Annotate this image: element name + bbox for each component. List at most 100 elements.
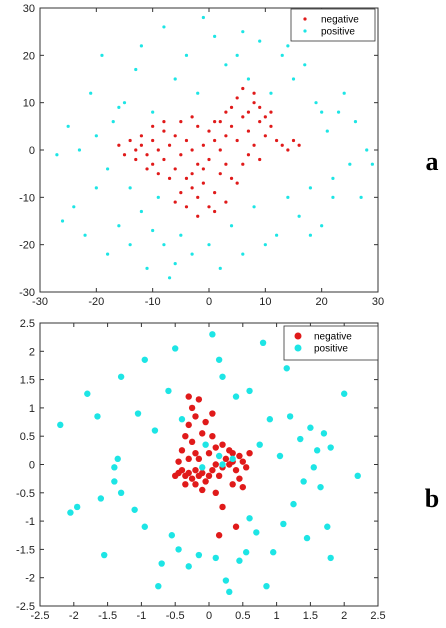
data-point-positive	[94, 134, 98, 138]
data-point-negative	[134, 157, 138, 162]
data-point-negative	[156, 148, 160, 152]
data-point-negative	[263, 115, 267, 119]
data-point-positive	[117, 489, 125, 496]
panel-label: a	[426, 147, 439, 176]
data-point-positive	[151, 427, 159, 434]
data-point-positive	[184, 53, 189, 57]
data-point-positive	[320, 110, 324, 114]
data-point-positive	[286, 413, 294, 420]
x-tick-label: 10	[259, 296, 271, 308]
data-point-positive	[158, 560, 165, 567]
data-point-positive	[226, 588, 233, 596]
data-point-negative	[222, 455, 230, 463]
data-point-positive	[83, 233, 87, 237]
y-tick-label: 1.5	[20, 375, 35, 387]
data-point-positive	[341, 390, 348, 397]
data-point-negative	[195, 396, 203, 403]
data-point-negative	[190, 148, 194, 152]
data-point-negative	[179, 153, 183, 157]
data-point-positive	[348, 162, 352, 166]
data-point-negative	[246, 449, 253, 457]
data-point-positive	[283, 365, 290, 372]
data-point-positive	[201, 15, 205, 20]
data-point-positive	[317, 483, 324, 491]
data-point-negative	[201, 181, 205, 185]
data-point-positive	[325, 129, 329, 133]
data-point-negative	[236, 475, 243, 482]
data-point-negative	[185, 421, 192, 429]
data-point-positive	[258, 39, 262, 43]
data-point-negative	[239, 458, 246, 465]
data-point-positive	[313, 447, 321, 454]
data-point-positive	[156, 195, 160, 199]
data-point-negative	[224, 162, 228, 166]
panel-label: b	[425, 484, 439, 513]
x-tick-label: 2.5	[370, 610, 385, 622]
data-point-positive	[94, 413, 101, 420]
data-point-positive	[246, 515, 253, 522]
x-tick-label: -20	[88, 296, 104, 308]
x-tick-label: -10	[145, 296, 161, 308]
data-point-positive	[290, 500, 297, 508]
data-point-positive	[106, 167, 110, 171]
data-point-positive	[101, 551, 108, 559]
data-point-positive	[365, 148, 369, 152]
data-point-positive	[310, 464, 317, 471]
data-point-positive	[111, 478, 118, 485]
x-tick-label: 0	[206, 610, 212, 622]
data-point-positive	[291, 77, 296, 81]
data-point-negative	[229, 124, 234, 128]
data-point-positive	[145, 266, 149, 270]
data-point-negative	[246, 129, 251, 133]
data-point-negative	[192, 413, 199, 420]
data-point-positive	[303, 63, 307, 67]
legend-marker-positive	[294, 344, 302, 352]
y-tick-label: 0	[29, 460, 35, 472]
data-point-positive	[162, 243, 166, 247]
data-point-positive	[178, 416, 186, 423]
data-point-positive	[196, 91, 200, 95]
data-point-positive	[131, 506, 138, 513]
data-point-positive	[173, 77, 177, 81]
data-point-positive	[117, 105, 121, 109]
legend-label-positive: positive	[321, 27, 355, 38]
data-point-negative	[199, 486, 206, 494]
data-point-positive	[229, 224, 234, 228]
legend-marker-positive	[303, 29, 307, 33]
data-point-positive	[55, 153, 59, 157]
y-tick-label: -20	[19, 240, 35, 252]
data-point-positive	[297, 435, 304, 443]
data-point-negative	[235, 138, 239, 143]
x-tick-label: -30	[32, 296, 48, 308]
data-point-negative	[139, 143, 143, 147]
data-point-positive	[168, 532, 176, 539]
data-point-positive	[94, 186, 98, 190]
data-point-negative	[173, 200, 177, 204]
y-tick-label: 1	[29, 403, 35, 415]
x-tick-label: 30	[372, 296, 384, 308]
data-point-negative	[215, 532, 223, 539]
y-tick-label: -1.5	[16, 544, 35, 556]
data-point-positive	[297, 214, 301, 218]
data-point-negative	[224, 110, 228, 114]
data-point-negative	[252, 91, 256, 95]
data-point-positive	[89, 91, 93, 95]
data-point-negative	[199, 469, 206, 477]
x-tick-label: 1	[274, 610, 280, 622]
data-point-positive	[72, 205, 76, 209]
data-point-negative	[252, 143, 256, 147]
data-point-negative	[188, 475, 196, 482]
y-tick-label: 2.5	[20, 318, 35, 330]
data-point-negative	[196, 124, 200, 128]
data-point-negative	[209, 466, 216, 474]
data-point-negative	[207, 157, 211, 162]
data-point-negative	[156, 172, 160, 176]
x-tick-label: 0.5	[235, 610, 250, 622]
data-point-positive	[246, 387, 253, 395]
data-point-negative	[173, 167, 177, 171]
data-point-positive	[252, 205, 256, 209]
data-point-negative	[241, 162, 245, 166]
data-point-negative	[117, 143, 121, 147]
data-point-positive	[303, 534, 311, 542]
data-point-positive	[280, 53, 284, 57]
